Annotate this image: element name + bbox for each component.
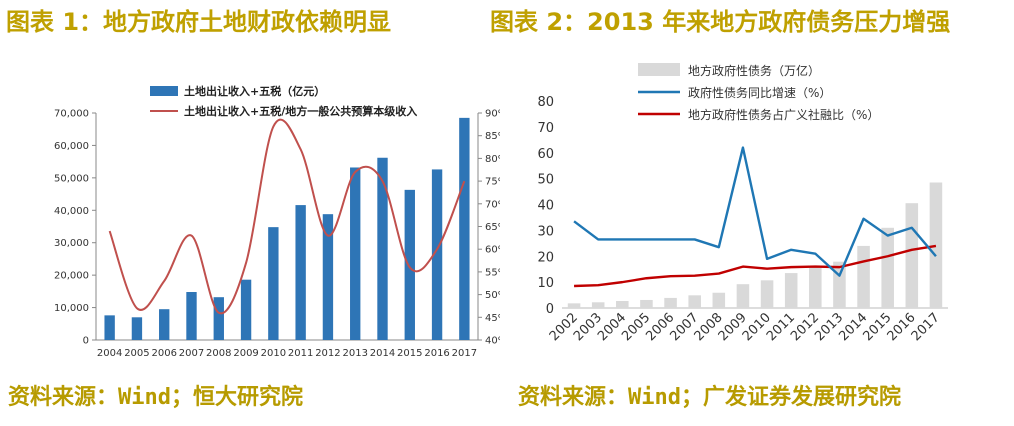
chart1: 0 10,000 20,000 30,000 40,000 50,000 60,000 70,…	[54, 84, 500, 359]
chart1-bar	[322, 214, 334, 340]
chart1-source: 资料来源：Wind；恒大研究院	[8, 385, 303, 410]
chart1-x-tick-label: 2016	[424, 348, 449, 359]
chart2-legend-share-label: 地方政府性债务占广义社融比（%）	[688, 107, 879, 122]
chart1-legend-bar-swatch	[150, 86, 178, 96]
chart2-bar	[591, 302, 605, 308]
chart1-left-tick-label: 30,000	[54, 238, 89, 249]
chart2-y-tick-label: 50	[537, 173, 554, 188]
chart2-bar	[857, 245, 870, 308]
chart1-x-tick-label: 2013	[342, 348, 367, 359]
chart1-bar	[350, 167, 361, 340]
chart2-legend-growth-label: 政府性债务同比增速（%）	[688, 85, 831, 100]
chart2-bar	[784, 273, 798, 308]
chart2-y-tick-label: 30	[537, 224, 554, 239]
chart1-right-tick-label: 40%	[485, 336, 500, 347]
chart1-left-tick-label: 70,000	[54, 109, 89, 120]
chart1-left-tick-label: 50,000	[54, 173, 89, 184]
chart2-legend-bar-swatch	[638, 63, 680, 76]
chart1-left-tick-label: 60,000	[54, 141, 89, 152]
chart1-left-tick-label: 20,000	[54, 271, 89, 282]
chart1-bar	[404, 189, 415, 340]
chart1-bar	[131, 317, 143, 340]
chart1-bar	[104, 315, 115, 340]
chart1-x-tick-label: 2009	[233, 348, 258, 359]
chart1-legend-line-label: 土地出让收入+五税/地方一般公共预算本级收入	[184, 104, 417, 118]
chart2-legend-bar-label: 地方政府性债务（万亿）	[688, 63, 820, 78]
chart1-bar	[213, 297, 224, 340]
chart1-bar	[240, 279, 252, 340]
chart1-x-tick-label: 2010	[261, 348, 286, 359]
chart2: 0102030405060708020022003200420052006200…	[537, 63, 948, 344]
chart1-bar	[268, 227, 279, 340]
chart1-bar	[295, 205, 306, 340]
chart2-y-tick-label: 10	[537, 276, 554, 291]
chart1-left-tick-label: 0	[83, 336, 89, 347]
chart1-x-tick-label: 2006	[151, 348, 176, 359]
chart1-bar	[431, 169, 443, 340]
chart2-bar	[712, 292, 726, 308]
chart1-x-tick-label: 2011	[288, 348, 313, 359]
chart2-bar	[640, 299, 653, 308]
chart1-x-tick-label: 2014	[370, 348, 395, 359]
chart2-bar	[833, 261, 846, 308]
chart1-right-tick-label: 75%	[485, 177, 500, 188]
chart1-right-tick-label: 85%	[485, 131, 500, 142]
chart1-x-tick-label: 2017	[452, 348, 477, 359]
chart2-y-tick-label: 60	[537, 147, 554, 162]
chart1-bar	[159, 309, 170, 340]
chart1-right-tick-label: 60%	[485, 245, 500, 256]
chart1-left-tick-label: 10,000	[54, 303, 89, 314]
chart2-bar	[929, 182, 943, 308]
chart2-x-tick-label: 2017	[909, 310, 943, 344]
chart2-bar	[905, 203, 919, 308]
chart2-y-tick-label: 20	[537, 250, 554, 265]
chart2-source: 资料来源：Wind；广发证券发展研究院	[518, 385, 901, 410]
chart2-bar	[881, 227, 894, 308]
chart1-bar	[186, 292, 197, 340]
chart2-share-line	[574, 244, 937, 288]
chart1-bar	[459, 117, 470, 340]
chart1-x-tick-label: 2004	[97, 348, 122, 359]
chart2-growth-line	[573, 146, 937, 277]
chart1-x-tick-label: 2007	[179, 348, 204, 359]
chart2-y-tick-label: 40	[537, 199, 554, 214]
chart2-bar	[616, 301, 629, 308]
chart2-bar	[567, 303, 581, 308]
chart2-bar	[809, 266, 822, 308]
chart2-y-tick-label: 0	[546, 302, 554, 317]
chart1-x-tick-label: 2015	[397, 348, 422, 359]
chart2-bar	[760, 280, 774, 308]
chart1-right-tick-label: 45%	[485, 313, 500, 324]
chart1-right-tick-label: 90%	[485, 109, 500, 120]
chart1-right-tick-label: 80%	[485, 154, 500, 165]
chart1-right-tick-label: 55%	[485, 267, 500, 278]
chart1-title: 图表 1：地方政府土地财政依赖明显	[6, 8, 392, 36]
chart1-right-tick-label: 70%	[485, 199, 500, 210]
chart2-y-tick-label: 80	[537, 95, 554, 110]
chart1-x-tick-label: 2012	[315, 348, 340, 359]
chart2-bar	[664, 297, 677, 308]
chart1-legend-bar-label: 土地出让收入+五税（亿元）	[184, 84, 325, 98]
chart1-right-tick-label: 65%	[485, 222, 500, 233]
chart2-y-tick-label: 70	[537, 121, 554, 136]
chart2-bar	[736, 284, 750, 308]
chart1-bar	[377, 157, 388, 340]
chart1-ratio-line	[108, 118, 466, 315]
chart1-x-tick-label: 2005	[124, 348, 149, 359]
chart1-left-tick-label: 40,000	[54, 206, 89, 217]
chart2-title: 图表 2：2013 年来地方政府债务压力增强	[490, 8, 951, 36]
chart2-bar	[688, 295, 701, 308]
chart1-x-tick-label: 2008	[206, 348, 231, 359]
chart1-right-tick-label: 50%	[485, 290, 500, 301]
